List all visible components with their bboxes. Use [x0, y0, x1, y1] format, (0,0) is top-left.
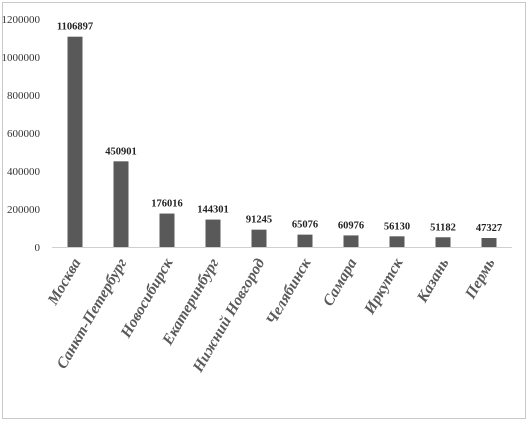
data-label: 56130	[384, 221, 410, 232]
data-label: 144301	[197, 205, 229, 216]
x-category-label: Иркутск	[361, 255, 407, 318]
y-tick-label: 400000	[7, 166, 41, 178]
y-tick-label: 800000	[7, 90, 41, 102]
x-category-label: Москва	[44, 255, 85, 308]
x-category-label: Казань	[413, 256, 452, 307]
data-label: 60976	[338, 220, 364, 231]
bar	[435, 237, 451, 247]
bar	[67, 36, 83, 247]
bar	[205, 219, 221, 247]
x-category-label: Пермь	[461, 256, 498, 303]
data-label: 47327	[476, 223, 502, 234]
bar	[113, 161, 129, 247]
y-tick-label: 600000	[7, 128, 41, 140]
bar	[251, 229, 267, 247]
bar	[159, 213, 175, 247]
bar	[297, 234, 313, 247]
bar	[481, 238, 497, 247]
bar	[343, 235, 359, 247]
x-category-label: Самара	[320, 255, 361, 309]
bar	[389, 236, 405, 247]
data-label: 91245	[246, 215, 272, 226]
y-tick-label: 0	[35, 242, 41, 254]
data-label: 1106897	[57, 22, 93, 33]
chart-frame	[2, 2, 526, 419]
data-label: 65076	[292, 220, 318, 231]
y-tick-label: 1000000	[2, 52, 41, 64]
y-tick-label: 1200000	[2, 14, 41, 26]
data-label: 176016	[151, 199, 183, 210]
y-tick-label: 200000	[7, 204, 41, 216]
x-category-label: Челябинск	[263, 255, 315, 328]
data-label: 51182	[430, 222, 456, 233]
data-label: 450901	[105, 146, 137, 157]
